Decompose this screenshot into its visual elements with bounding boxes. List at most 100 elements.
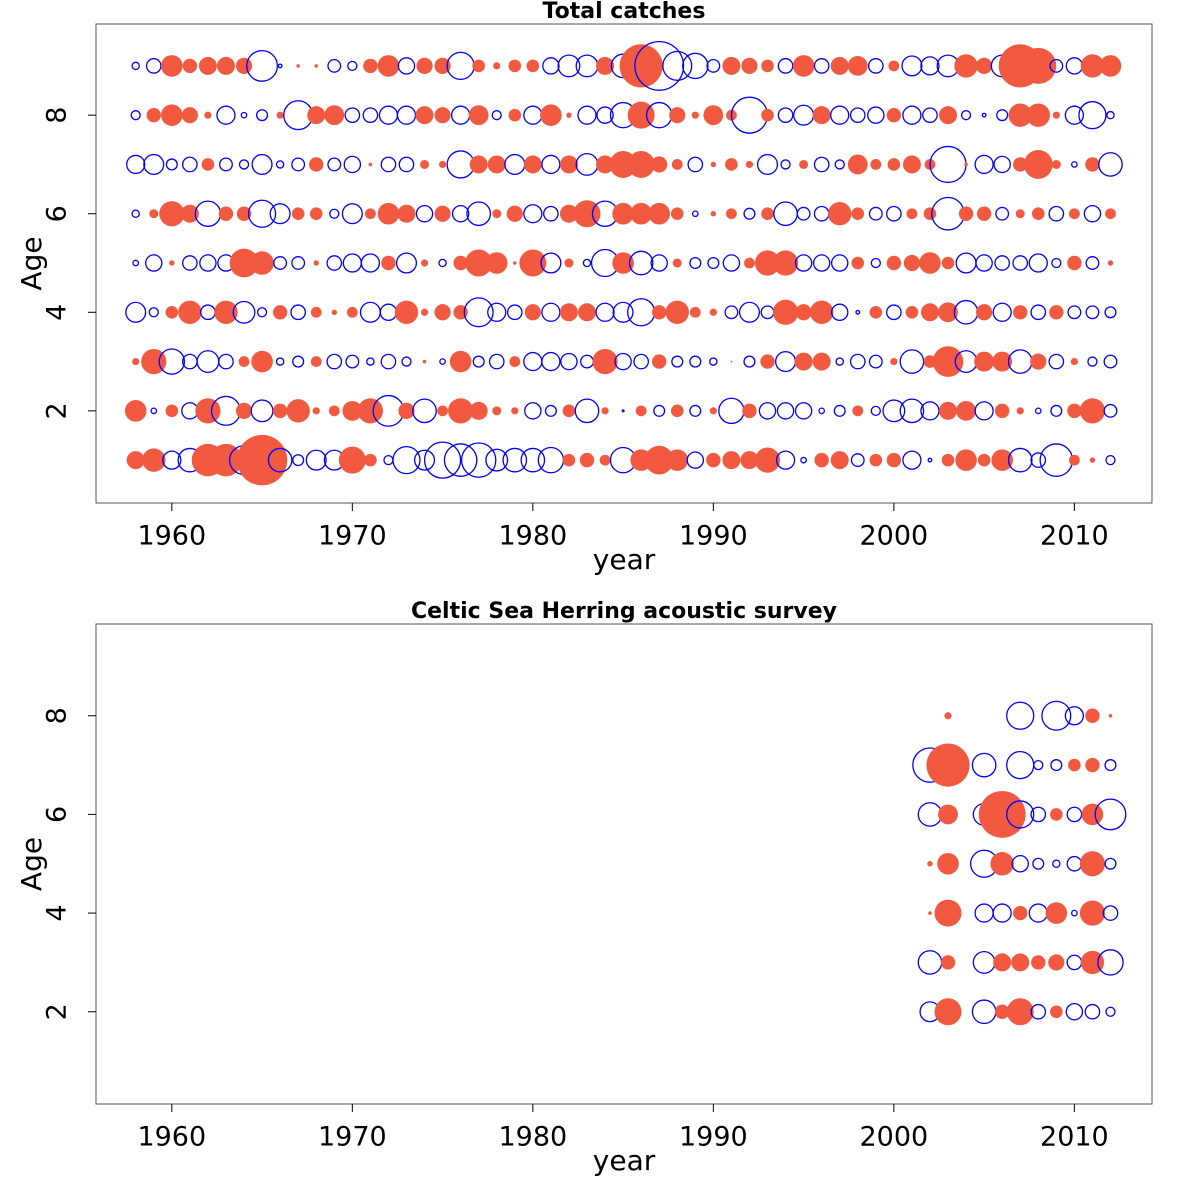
- bubble: [870, 405, 881, 416]
- bubble: [754, 250, 781, 276]
- bubble: [577, 105, 597, 125]
- bubble: [1030, 304, 1047, 321]
- bubble: [492, 406, 502, 416]
- bubble: [644, 445, 674, 475]
- bubble: [1048, 205, 1065, 222]
- bubble: [1103, 354, 1118, 369]
- bubble: [574, 398, 600, 424]
- bubble: [992, 302, 1012, 322]
- bubble: [772, 299, 799, 325]
- bubble: [342, 400, 363, 421]
- bubble: [448, 398, 474, 424]
- bubble: [626, 298, 656, 327]
- bubble: [368, 162, 373, 167]
- bubble: [726, 208, 737, 220]
- bubble: [485, 252, 508, 274]
- bubble: [523, 351, 543, 372]
- bubble: [1085, 708, 1100, 723]
- bubble: [272, 305, 288, 320]
- bubble: [347, 60, 358, 72]
- bubble: [1066, 806, 1083, 823]
- bubble: [273, 256, 288, 270]
- bubble: [612, 301, 634, 323]
- bubble: [670, 207, 684, 221]
- bubble: [377, 55, 400, 77]
- bubble: [689, 404, 702, 417]
- bubble: [814, 452, 829, 468]
- bubble: [662, 50, 693, 81]
- bubble: [327, 157, 342, 172]
- bubble: [703, 105, 724, 126]
- bubble: [830, 254, 849, 272]
- bubble: [216, 56, 235, 75]
- bubble: [1052, 111, 1060, 119]
- bubble: [290, 304, 307, 321]
- bubble: [204, 111, 212, 119]
- bubble: [682, 52, 709, 80]
- bubble: [709, 357, 718, 366]
- x-tick-label: 2010: [1040, 521, 1109, 552]
- bubble: [1050, 759, 1063, 772]
- bubble: [919, 252, 941, 274]
- bubble: [124, 400, 147, 422]
- bubble: [932, 346, 964, 377]
- bubble: [1068, 758, 1081, 772]
- bubble: [434, 205, 451, 222]
- bubble: [506, 304, 523, 321]
- bubble: [326, 255, 343, 271]
- bubble: [976, 57, 993, 74]
- bubble: [562, 404, 576, 418]
- bubble: [920, 56, 940, 76]
- bubble: [1006, 998, 1034, 1026]
- bubble: [310, 356, 322, 367]
- x-tick-label: 2000: [860, 1122, 929, 1153]
- bubble: [296, 64, 300, 68]
- bubble: [847, 55, 868, 76]
- bubble: [195, 398, 221, 424]
- bubble: [291, 207, 305, 221]
- y-tick-label: 6: [42, 806, 73, 823]
- bubble: [1006, 800, 1035, 829]
- x-tick-label: 1960: [137, 1122, 206, 1153]
- bubble: [434, 107, 451, 124]
- y-tick-label: 8: [42, 707, 73, 724]
- bubble: [744, 257, 755, 269]
- bubble: [628, 250, 654, 276]
- bubble: [650, 254, 668, 272]
- bubble: [1045, 902, 1068, 924]
- bubble: [1020, 47, 1057, 84]
- bubble: [313, 260, 319, 266]
- bubble: [940, 955, 956, 970]
- x-tick-label: 1960: [137, 521, 206, 552]
- bubble: [1087, 356, 1098, 367]
- bubble: [903, 254, 921, 272]
- bubble: [730, 360, 733, 363]
- bubble: [869, 305, 883, 319]
- bubble: [309, 207, 323, 221]
- bubble: [886, 107, 902, 123]
- bubble: [1008, 103, 1032, 127]
- bubble: [1011, 855, 1029, 873]
- bubble: [922, 107, 938, 124]
- bubble: [635, 405, 647, 417]
- y-tick-label: 4: [42, 904, 73, 921]
- bubble: [272, 403, 288, 419]
- bubble: [886, 452, 902, 468]
- bubble: [437, 405, 448, 417]
- bubble: [1041, 700, 1072, 731]
- x-tick-label: 2000: [860, 521, 929, 552]
- bubble: [1070, 357, 1078, 366]
- bubble: [1085, 157, 1100, 172]
- bubble: [592, 348, 618, 375]
- bubble: [161, 104, 183, 126]
- bubble: [745, 160, 754, 169]
- bubble: [449, 350, 472, 373]
- bubble: [422, 359, 427, 364]
- bubble: [671, 355, 684, 368]
- bubble: [964, 162, 968, 167]
- bubble: [800, 456, 807, 464]
- bubble: [540, 252, 562, 274]
- bubble: [830, 56, 849, 75]
- bubble: [928, 911, 932, 915]
- bubble: [601, 407, 609, 415]
